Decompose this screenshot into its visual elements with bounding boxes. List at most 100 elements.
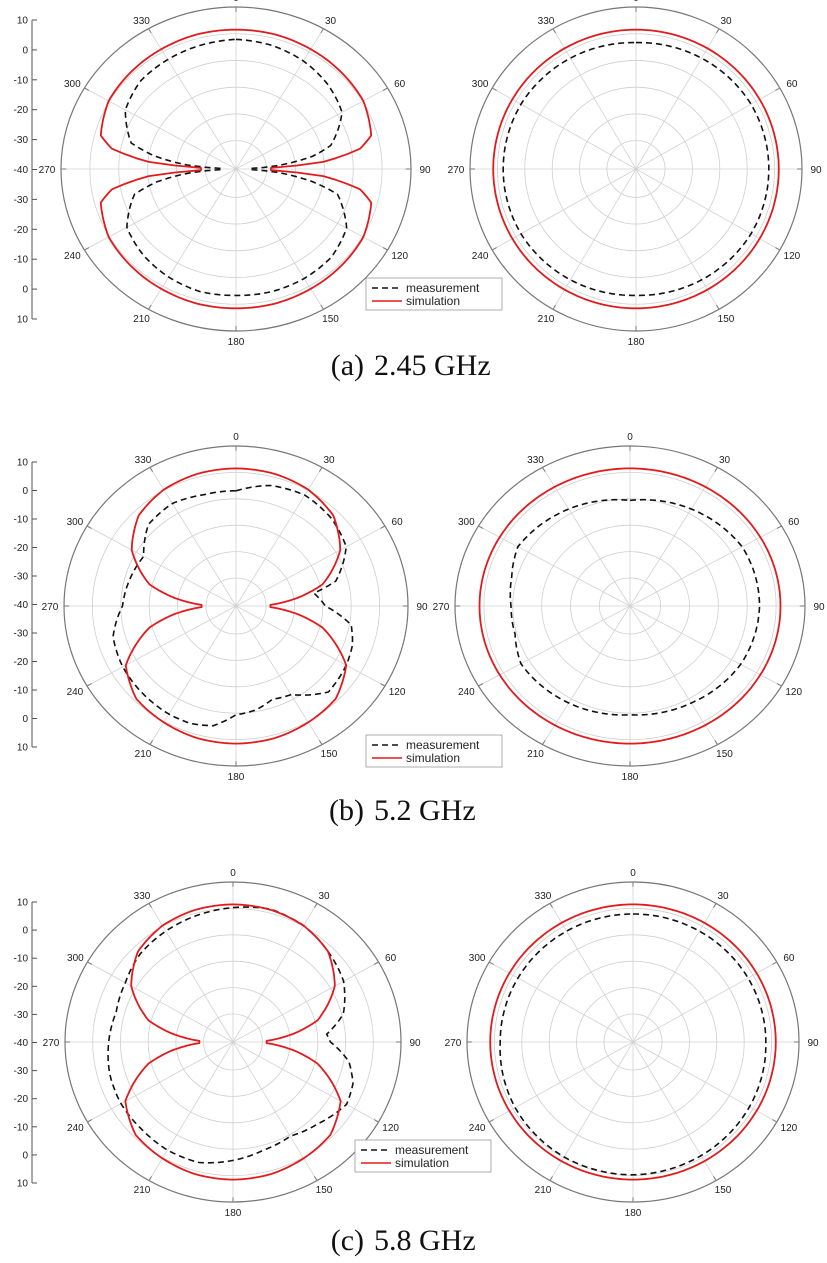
legend-label-measurement: measurement <box>395 1143 469 1157</box>
polar-spoke <box>235 605 386 687</box>
angle-tick-label: 150 <box>716 749 733 760</box>
angle-tick-label: 120 <box>389 687 406 698</box>
caption-frequency: 5.8 GHz <box>374 1224 476 1257</box>
angle-tick-label: 30 <box>719 455 731 466</box>
angle-tick-label: 0 <box>233 432 239 443</box>
caption-frequency: 5.2 GHz <box>374 794 476 827</box>
angle-tick-label: 120 <box>382 1123 399 1134</box>
angle-tick-label: 60 <box>783 953 795 964</box>
polar-spoke <box>235 525 386 607</box>
polar-spoke <box>549 903 634 1043</box>
polar-spoke <box>84 87 237 170</box>
angle-tick-label: 60 <box>394 79 406 90</box>
angle-tick-label: 0 <box>630 868 636 879</box>
angle-tick-label: 90 <box>409 1038 421 1049</box>
angle-tick-mark <box>772 1119 778 1123</box>
angle-tick-mark <box>776 525 782 529</box>
angle-tick-label: 120 <box>391 251 408 262</box>
angle-tick-mark <box>549 1176 553 1181</box>
angle-tick-mark <box>713 903 717 908</box>
angle-tick-mark <box>716 28 720 34</box>
angle-tick-label: 150 <box>316 1185 333 1196</box>
series-measurement-curve <box>124 38 348 297</box>
figure-root: 10 0 -10 -20 -30 -40 -30 -20 -10 0 10 0 30 60 90 120 150… <box>14 0 825 1257</box>
polar-spoke <box>542 467 631 607</box>
polar-spoke <box>235 168 388 251</box>
angle-tick-mark <box>149 467 154 472</box>
polar-spoke <box>492 87 637 170</box>
radial-axis: 10 0 -10 -20 -30 -40 -30 -20 -10 0 10 <box>14 458 37 754</box>
radial-tick-label: -30 <box>14 195 29 206</box>
polar-panel-right: 0 30 60 90 120 150 180 210 240 270 300 330 <box>433 432 825 783</box>
radial-tick-label: -40 <box>14 1038 29 1049</box>
radial-tick-label: -10 <box>14 954 29 965</box>
radial-tick-label: -20 <box>14 982 29 993</box>
angle-tick-label: 330 <box>527 455 544 466</box>
angle-tick-label: 300 <box>67 517 84 528</box>
angle-tick-label: 150 <box>321 749 338 760</box>
angle-tick-label: 60 <box>788 517 800 528</box>
angle-tick-mark <box>148 1176 152 1181</box>
angle-tick-mark <box>148 28 152 34</box>
radial-tick-label: 0 <box>22 1150 28 1161</box>
legend-label-simulation: simulation <box>406 751 460 765</box>
polar-spoke <box>629 605 718 745</box>
angle-tick-mark <box>148 304 152 310</box>
polar-spoke <box>635 87 780 170</box>
radial-tick-label: 10 <box>17 458 29 469</box>
angle-tick-mark <box>382 87 388 91</box>
angle-tick-mark <box>87 961 93 965</box>
polar-spoke <box>232 961 379 1043</box>
angle-tick-mark <box>320 28 324 34</box>
polar-spoke <box>635 168 720 310</box>
series-simulation-curve <box>478 467 782 745</box>
radial-tick-label: 0 <box>22 45 28 56</box>
radial-tick-label: -30 <box>14 135 29 146</box>
caption-label: (b) <box>329 794 364 827</box>
polar-spoke <box>149 605 237 745</box>
angle-tick-label: 210 <box>538 314 555 325</box>
radial-tick-label: -10 <box>14 75 29 86</box>
angle-tick-mark <box>491 247 497 251</box>
legend-box <box>365 277 503 311</box>
polar-spoke <box>552 168 637 310</box>
series-simulation-curve <box>492 28 780 310</box>
angle-tick-label: 240 <box>67 1123 84 1134</box>
angle-tick-label: 180 <box>625 1208 642 1219</box>
angle-tick-mark <box>149 740 154 745</box>
angle-tick-label: 180 <box>622 772 639 783</box>
series-simulation-curve <box>99 28 373 310</box>
angle-tick-mark <box>84 87 90 91</box>
angle-tick-label: 150 <box>718 314 735 325</box>
radial-tick-label: -10 <box>14 1122 29 1133</box>
radial-tick-label: 10 <box>17 743 29 754</box>
angle-tick-mark <box>488 1119 494 1123</box>
series-measurement-curve <box>107 906 354 1164</box>
angle-tick-label: 60 <box>786 79 798 90</box>
polar-spoke <box>489 961 634 1043</box>
polar-spoke <box>632 903 717 1043</box>
angle-tick-mark <box>86 683 92 687</box>
legend-box <box>365 734 503 768</box>
polar-spoke <box>235 87 388 170</box>
angle-tick-label: 240 <box>64 251 81 262</box>
polar-spoke <box>232 1041 379 1123</box>
radial-tick-label: -20 <box>14 105 29 116</box>
angle-tick-label: 90 <box>807 1038 819 1049</box>
angle-tick-mark <box>488 961 494 965</box>
angle-tick-label: 330 <box>135 455 152 466</box>
angle-tick-label: 120 <box>784 251 801 262</box>
angle-tick-label: 120 <box>781 1123 798 1134</box>
angle-tick-mark <box>772 961 778 965</box>
angle-tick-label: 30 <box>717 891 729 902</box>
polar-spoke <box>635 28 720 170</box>
angle-tick-mark <box>714 740 718 745</box>
angle-tick-mark <box>84 247 90 251</box>
angle-tick-mark <box>318 467 323 472</box>
angle-tick-mark <box>373 1119 379 1123</box>
angle-tick-label: 90 <box>416 602 428 613</box>
angle-tick-mark <box>380 525 386 529</box>
radial-tick-label: 0 <box>22 285 28 296</box>
